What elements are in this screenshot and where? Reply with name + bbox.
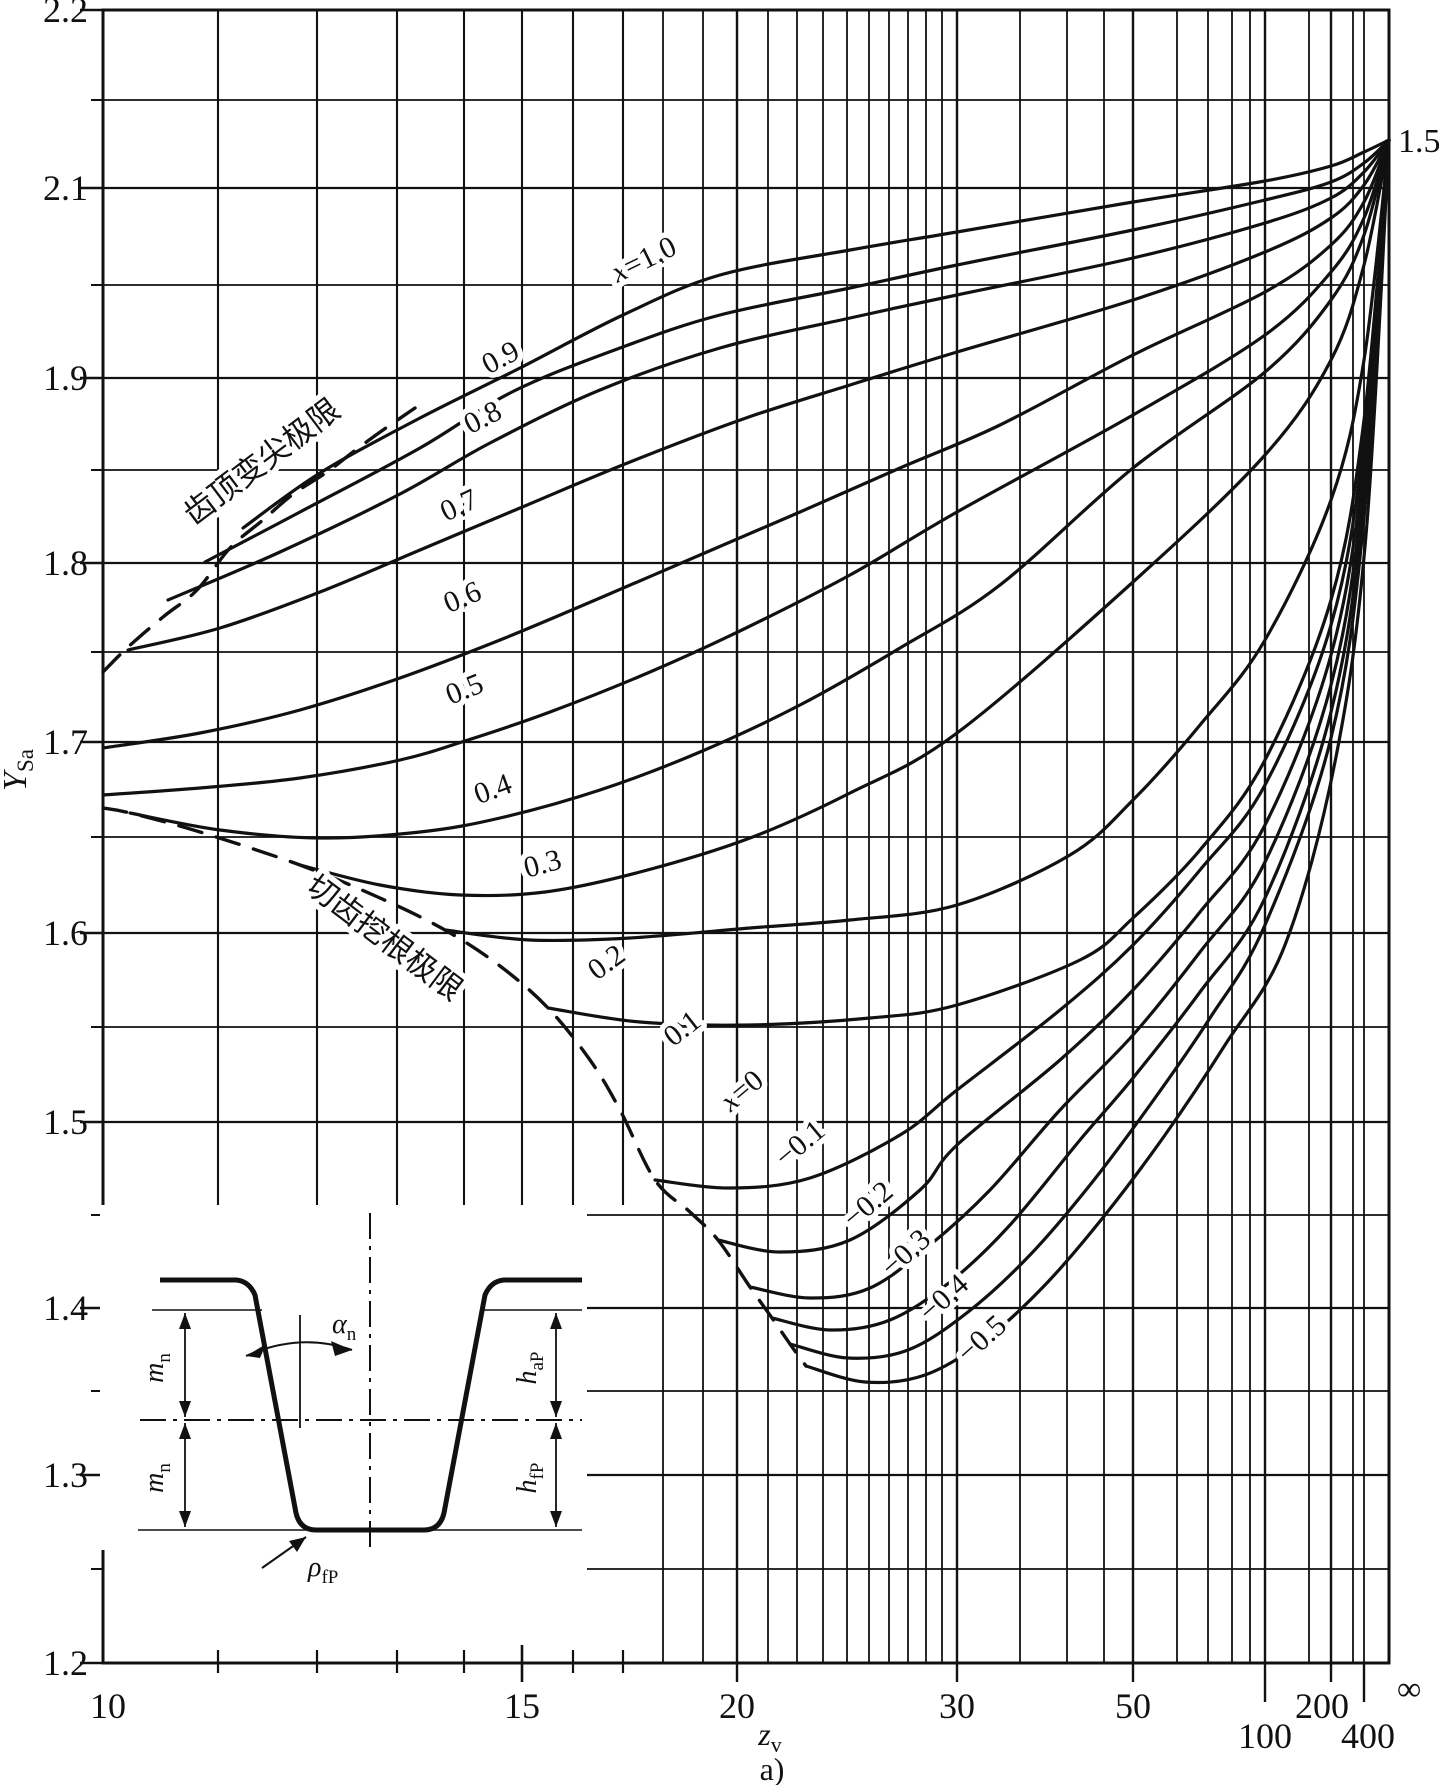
curve-label-13: −0.3 bbox=[874, 1222, 937, 1283]
curve-label-1: 0.9 bbox=[476, 334, 525, 381]
y-axis-label-1.4: 1.4 bbox=[43, 1288, 88, 1328]
grid-layer bbox=[80, 8, 1391, 1702]
curve-x-0.7 bbox=[126, 138, 1391, 652]
curve-x-0.5 bbox=[101, 138, 1391, 797]
y-axis-label-1.3: 1.3 bbox=[43, 1455, 88, 1495]
curve-x--0.2 bbox=[748, 138, 1391, 1300]
inset-label-rho-fP-sub: fP bbox=[321, 1567, 338, 1588]
x-axis-label-200: 200 bbox=[1295, 1686, 1349, 1726]
curve-label-6: 0.4 bbox=[469, 767, 516, 811]
curve-x-x0 bbox=[653, 138, 1391, 1190]
y-axis-label-1.8: 1.8 bbox=[43, 543, 88, 583]
y-axis-label-1.7: 1.7 bbox=[43, 722, 88, 762]
inset-label-haP: haP bbox=[512, 1352, 548, 1385]
y-axis-label-1.5: 1.5 bbox=[43, 1102, 88, 1142]
inset-dim-haP-head-bottom bbox=[550, 1401, 562, 1417]
curve-label-14: −0.4 bbox=[912, 1267, 975, 1328]
x-axis-title-main: z bbox=[757, 1716, 771, 1752]
inset-label-mn-lower-sub: n bbox=[154, 1463, 175, 1473]
inset-label-rho-fP-main: ρ bbox=[307, 1552, 321, 1583]
x-axis-label-400: 400 bbox=[1341, 1716, 1395, 1756]
inset-label-alpha-n: αn bbox=[332, 1309, 357, 1345]
curve-label-4: 0.6 bbox=[439, 575, 486, 620]
curve-label-0: x=1.0 bbox=[605, 230, 681, 290]
curve-x--0.4 bbox=[788, 138, 1391, 1360]
x-axis-title-sub: v bbox=[771, 1732, 782, 1757]
inset-dim-mn-upper-head-top bbox=[179, 1313, 191, 1329]
inset-dim-mn-upper-head-bottom bbox=[179, 1401, 191, 1417]
inset-label-haP-main: h bbox=[512, 1371, 543, 1385]
inset-label-mn-upper-main: m bbox=[139, 1363, 170, 1383]
inset-alpha-arrow-left bbox=[246, 1344, 266, 1358]
inset-label-mn-upper-sub: n bbox=[154, 1353, 175, 1363]
curve-label-value: =1.0 bbox=[618, 230, 681, 284]
x-axis-label-100: 100 bbox=[1238, 1716, 1292, 1756]
inset-rack-profile bbox=[160, 1277, 582, 1533]
inset-alpha-arrow-right bbox=[331, 1341, 352, 1356]
inset-label-alpha-n-main: α bbox=[332, 1309, 348, 1340]
panel-label: a) bbox=[760, 1751, 785, 1785]
curve-x--0.5 bbox=[804, 138, 1391, 1385]
inset-dim-haP-head-top bbox=[550, 1313, 562, 1329]
curve-label-9: 0.1 bbox=[657, 1004, 707, 1053]
tip-limit-annotation: 齿顶变尖极限 bbox=[177, 392, 347, 532]
inset-label-mn-lower-main: m bbox=[139, 1473, 170, 1493]
inset-label-mn-upper: mn bbox=[139, 1353, 175, 1383]
x-axis-label-30: 30 bbox=[939, 1686, 975, 1726]
curve-label-3: 0.7 bbox=[435, 483, 483, 529]
y-axis-title: YSa bbox=[0, 749, 38, 791]
y-axis-label-2.1: 2.1 bbox=[43, 168, 88, 208]
inset-dim-hfP-head-top bbox=[550, 1423, 562, 1439]
undercut-limit-annotation: 切齿挖根极限 bbox=[300, 868, 470, 1008]
y-axis-title-sub: Sa bbox=[13, 749, 38, 772]
curve-x--0.1 bbox=[716, 138, 1391, 1254]
x-axis-label-infinity: ∞ bbox=[1397, 1671, 1421, 1708]
inset-label-rho-fP: ρfP bbox=[307, 1552, 338, 1588]
inset-dim-hfP-head-bottom bbox=[550, 1511, 562, 1527]
y-axis-label-1.6: 1.6 bbox=[43, 913, 88, 953]
curve-x-0.6 bbox=[101, 138, 1391, 750]
curve-x-0.1 bbox=[546, 138, 1391, 1027]
curve-x-0.3 bbox=[298, 138, 1391, 898]
curve-x-0.4 bbox=[128, 138, 1391, 840]
inset-label-hfP: hfP bbox=[512, 1463, 548, 1494]
curve-label-12: −0.2 bbox=[836, 1175, 899, 1235]
inset-label-alpha-n-sub: n bbox=[347, 1324, 357, 1345]
inset-dim-mn-lower-head-bottom bbox=[179, 1511, 191, 1527]
x-axis-title: zv bbox=[757, 1716, 781, 1757]
curve-label-7: 0.3 bbox=[520, 843, 565, 885]
x-axis-label-15: 15 bbox=[504, 1686, 540, 1726]
x-axis-label-20: 20 bbox=[719, 1686, 755, 1726]
curve-label-2: 0.8 bbox=[458, 394, 506, 440]
inset-label-hfP-sub: fP bbox=[527, 1463, 548, 1480]
curve-label-5: 0.5 bbox=[441, 667, 488, 712]
inset-dim-mn-lower-head-top bbox=[179, 1423, 191, 1439]
curve-x--0.3 bbox=[770, 138, 1391, 1332]
y-axis-label-1.2: 1.2 bbox=[43, 1643, 88, 1683]
y-axis-label-1.9: 1.9 bbox=[43, 358, 88, 398]
curve-x-0.8 bbox=[166, 138, 1391, 602]
inset-layer bbox=[100, 1205, 587, 1569]
inset-background bbox=[100, 1205, 587, 1550]
y-axis-title-main: Y bbox=[0, 769, 34, 791]
x-axis-label-50: 50 bbox=[1115, 1686, 1151, 1726]
convergence-value-label: 1.5 bbox=[1398, 123, 1439, 160]
inset-label-mn-lower: mn bbox=[139, 1463, 175, 1493]
curves-layer bbox=[101, 138, 1391, 1385]
x-axis-label-10: 10 bbox=[90, 1686, 126, 1726]
curve-x-0.2 bbox=[443, 138, 1391, 943]
undercut-limit-curve bbox=[101, 806, 808, 1368]
inset-label-hfP-main: h bbox=[512, 1479, 543, 1493]
inset-rho-arrowhead bbox=[289, 1537, 306, 1552]
inset-label-haP-sub: aP bbox=[527, 1352, 548, 1371]
curve-x-0.9 bbox=[203, 138, 1391, 564]
y-axis-label-2.2: 2.2 bbox=[43, 0, 88, 30]
curve-label-10: x=0 bbox=[713, 1064, 770, 1119]
curve-x-x1.0 bbox=[241, 138, 1391, 530]
